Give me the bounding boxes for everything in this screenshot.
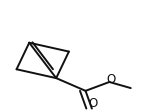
Text: O: O: [106, 73, 116, 86]
Text: O: O: [89, 97, 98, 110]
